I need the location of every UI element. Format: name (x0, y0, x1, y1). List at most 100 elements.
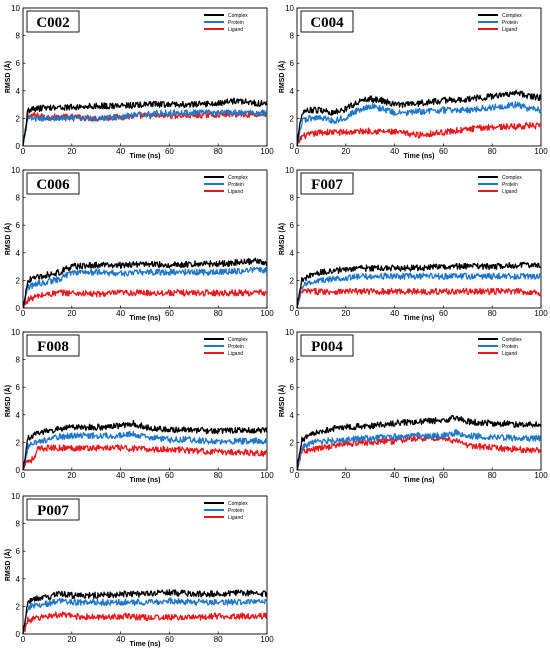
y-tick-label: 2 (290, 438, 295, 447)
x-tick-label: 40 (390, 147, 399, 156)
y-tick-label: 8 (16, 520, 21, 529)
y-tick-label: 0 (290, 466, 295, 475)
y-tick-label: 6 (16, 59, 21, 68)
y-tick-label: 8 (16, 194, 21, 203)
x-tick-label: 60 (165, 309, 174, 318)
y-tick-label: 8 (16, 32, 21, 41)
y-tick-label: 0 (16, 630, 21, 639)
y-tick-label: 6 (16, 383, 21, 392)
x-axis-label: Time (ns) (130, 641, 161, 648)
legend-label-complex: Complex (502, 13, 522, 19)
panel-title: C004 (310, 15, 344, 31)
legend-label-protein: Protein (228, 20, 244, 26)
y-tick-label: 10 (11, 166, 20, 175)
legend-label-protein: Protein (502, 344, 518, 350)
legend-label-protein: Protein (228, 182, 244, 188)
series-line-ligand (296, 287, 542, 309)
y-tick-label: 8 (290, 194, 295, 203)
panel-title-box (300, 10, 354, 33)
x-tick-label: 100 (534, 147, 548, 156)
y-tick-label: 2 (16, 276, 21, 285)
y-tick-label: 4 (16, 411, 21, 420)
x-tick-label: 40 (116, 471, 125, 480)
y-tick-label: 4 (290, 249, 295, 258)
x-tick-label: 100 (260, 635, 274, 644)
x-tick-label: 100 (260, 147, 274, 156)
rmsd-chart-f008: 0 20 40 60 80 100 0 2 4 6 8 10 Time (ns) RMSD (Å) Comp… (3, 328, 274, 484)
series-line-ligand (296, 121, 542, 147)
legend-label-ligand: Ligand (228, 189, 243, 195)
y-tick-label: 4 (290, 87, 295, 96)
legend-label-protein: Protein (502, 20, 518, 26)
series-line-complex (22, 589, 268, 635)
panel-title-box (26, 172, 80, 195)
series-line-complex (296, 414, 542, 471)
y-tick-label: 2 (16, 114, 21, 123)
panel-title: F008 (37, 339, 69, 355)
panel-title: C006 (36, 177, 70, 193)
y-tick-label: 6 (16, 221, 21, 230)
series-line-complex (22, 419, 268, 471)
legend-label-ligand: Ligand (228, 515, 243, 521)
x-tick-label: 60 (165, 147, 174, 156)
panel-title-box (300, 172, 354, 195)
x-tick-label: 0 (295, 309, 300, 318)
x-tick-label: 0 (21, 309, 26, 318)
y-tick-label: 0 (290, 304, 295, 313)
rmsd-chart-c002: 0 20 40 60 80 100 0 2 4 6 8 10 Time (ns) RMSD (Å) Comp… (3, 4, 274, 160)
panel-title: C002 (36, 15, 69, 31)
y-tick-label: 10 (285, 328, 294, 337)
x-tick-label: 100 (260, 309, 274, 318)
y-tick-label: 10 (11, 492, 20, 501)
series-line-complex (296, 89, 542, 147)
series-line-protein (296, 101, 542, 147)
y-axis-label: RMSD (Å) (3, 223, 12, 255)
x-tick-label: 80 (214, 471, 223, 480)
x-tick-label: 0 (21, 147, 26, 156)
x-tick-label: 40 (116, 635, 125, 644)
rmsd-chart-p007: 0 20 40 60 80 100 0 2 4 6 8 10 Time (ns) RMSD (Å) Comp… (3, 492, 274, 648)
legend-label-complex: Complex (228, 175, 248, 181)
rmsd-panel-c002: 0 20 40 60 80 100 0 2 4 6 8 10 Time (ns) RMSD (Å) Comp… (2, 2, 274, 160)
legend-label-protein: Protein (502, 182, 518, 188)
y-axis-label: RMSD (Å) (277, 61, 286, 93)
rmsd-chart-c004: 0 20 40 60 80 100 0 2 4 6 8 10 Time (ns) RMSD (Å) Comp… (277, 4, 548, 160)
series-line-ligand (296, 434, 542, 471)
x-tick-label: 20 (341, 471, 350, 480)
x-tick-label: 40 (390, 471, 399, 480)
legend-label-ligand: Ligand (502, 351, 517, 357)
y-axis-label: RMSD (Å) (3, 61, 12, 93)
y-tick-label: 6 (290, 221, 295, 230)
rmsd-chart-c006: 0 20 40 60 80 100 0 2 4 6 8 10 Time (ns) RMSD (Å) Comp… (3, 166, 274, 322)
x-axis-label: Time (ns) (404, 477, 435, 484)
y-axis-label: RMSD (Å) (3, 549, 12, 581)
rmsd-chart-p004: 0 20 40 60 80 100 0 2 4 6 8 10 Time (ns) RMSD (Å) Comp… (277, 328, 548, 484)
x-tick-label: 0 (21, 635, 26, 644)
x-tick-label: 20 (341, 309, 350, 318)
series-line-complex (296, 261, 542, 309)
x-tick-label: 100 (260, 471, 274, 480)
series-line-protein (22, 266, 268, 309)
series-line-complex (22, 257, 268, 309)
x-tick-label: 60 (439, 471, 448, 480)
rmsd-panel-c006: 0 20 40 60 80 100 0 2 4 6 8 10 Time (ns) RMSD (Å) Comp… (2, 164, 274, 322)
x-tick-label: 100 (534, 471, 548, 480)
series-line-protein (22, 109, 268, 147)
series-line-protein (296, 429, 542, 471)
y-axis-label: RMSD (Å) (3, 385, 12, 417)
series-line-protein (296, 272, 542, 309)
panel-title-box (26, 10, 80, 33)
y-tick-label: 4 (16, 87, 21, 96)
x-tick-label: 60 (439, 147, 448, 156)
legend-label-complex: Complex (228, 13, 248, 19)
x-axis-label: Time (ns) (130, 153, 161, 160)
legend-label-complex: Complex (502, 175, 522, 181)
x-tick-label: 20 (67, 147, 76, 156)
legend-label-ligand: Ligand (502, 27, 517, 33)
y-tick-label: 10 (11, 328, 20, 337)
legend-label-complex: Complex (228, 501, 248, 507)
legend-label-ligand: Ligand (228, 27, 243, 33)
series-line-complex (22, 97, 268, 147)
y-tick-label: 6 (290, 383, 295, 392)
x-axis-label: Time (ns) (404, 153, 435, 160)
